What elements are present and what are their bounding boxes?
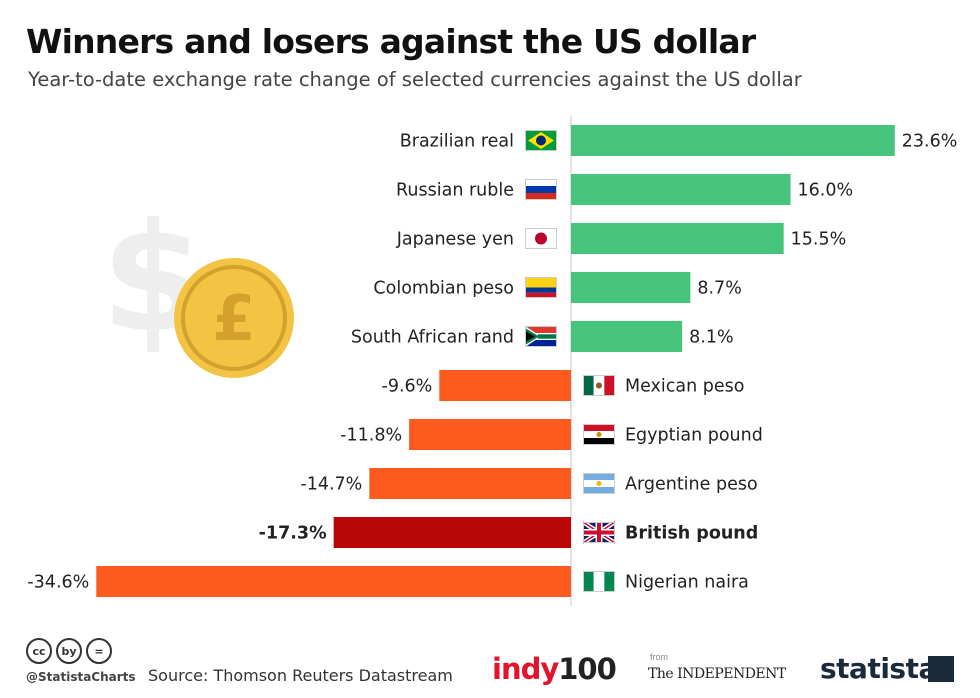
bar [571,174,791,205]
bars-group: 23.6% Brazilian real 16.0% Russian ruble 15.… [27,125,957,597]
bar [439,370,571,401]
indy100-logo[interactable]: indy100 [492,652,617,686]
value-label: -34.6% [27,573,89,593]
attribution-icon: by [56,638,82,664]
category-label: Russian ruble [396,181,514,201]
brazil-flag-icon [525,130,557,151]
pound-coin-icon: £ [174,258,294,378]
bar [333,517,571,548]
category-label: Argentine peso [625,475,758,495]
category-label: Colombian peso [373,279,514,299]
from-label: from [650,652,668,662]
svg-text:£: £ [212,282,255,355]
russia-flag-icon [525,179,557,200]
cc-icon: cc [26,638,52,664]
category-label: South African rand [351,328,514,348]
value-label: 16.0% [798,181,854,201]
category-label: British pound [625,524,758,544]
uk-flag-icon [581,520,617,545]
egypt-flag-icon [583,424,615,445]
nigeria-flag-icon [583,571,615,592]
statista-logo[interactable]: statista [820,652,937,685]
value-label: 8.1% [689,328,733,348]
chart-subtitle: Year-to-date exchange rate change of sel… [28,68,802,91]
south-africa-flag-icon [525,326,557,347]
license-icons: cc by = [26,638,112,664]
statista-logo-icon [928,656,954,682]
footer: cc by = @StatistaCharts Source: Thomson … [0,630,980,698]
no-derivatives-icon: = [86,638,112,664]
bar [571,321,683,352]
bar [571,223,784,254]
bar [369,468,571,499]
category-label: Japanese yen [396,230,514,250]
statista-handle[interactable]: @StatistaCharts [26,670,136,684]
value-label: 15.5% [791,230,847,250]
bar [96,566,572,597]
category-label: Egyptian pound [625,426,763,446]
japan-flag-icon [525,228,557,249]
mexico-flag-icon [583,375,615,396]
value-label: 23.6% [902,132,958,152]
argentina-flag-icon [583,473,615,494]
bar [409,419,571,450]
value-label: 8.7% [697,279,741,299]
bar [571,125,895,156]
value-label: -11.8% [340,426,402,446]
value-label: -14.7% [300,475,362,495]
colombia-flag-icon [525,277,557,298]
value-label: -17.3% [259,524,327,544]
chart-title: Winners and losers against the US dollar [26,22,756,61]
independent-logo[interactable]: The INDEPENDENT [648,666,786,682]
category-label: Nigerian naira [625,573,749,593]
source-text: Source: Thomson Reuters Datastream [148,666,453,685]
value-label: -9.6% [382,377,433,397]
category-label: Brazilian real [400,132,514,152]
bar [571,272,691,303]
category-label: Mexican peso [625,377,744,397]
